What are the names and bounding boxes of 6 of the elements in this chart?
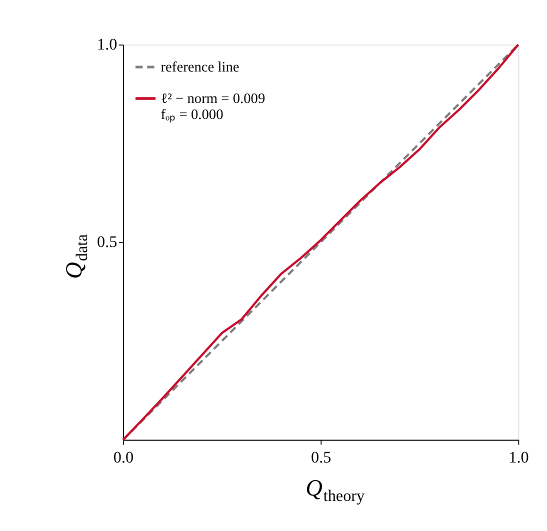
legend-label: reference line xyxy=(160,60,240,76)
legend-label: ℓ² − norm = 0.009 fₒₚ = 0.000 xyxy=(160,90,266,124)
y-axis-title: Qdata xyxy=(62,234,92,279)
x-tick-label: 0.5 xyxy=(311,450,332,467)
x-tick-label: 1.0 xyxy=(508,450,529,467)
x-tick-label: 0.0 xyxy=(113,450,134,467)
